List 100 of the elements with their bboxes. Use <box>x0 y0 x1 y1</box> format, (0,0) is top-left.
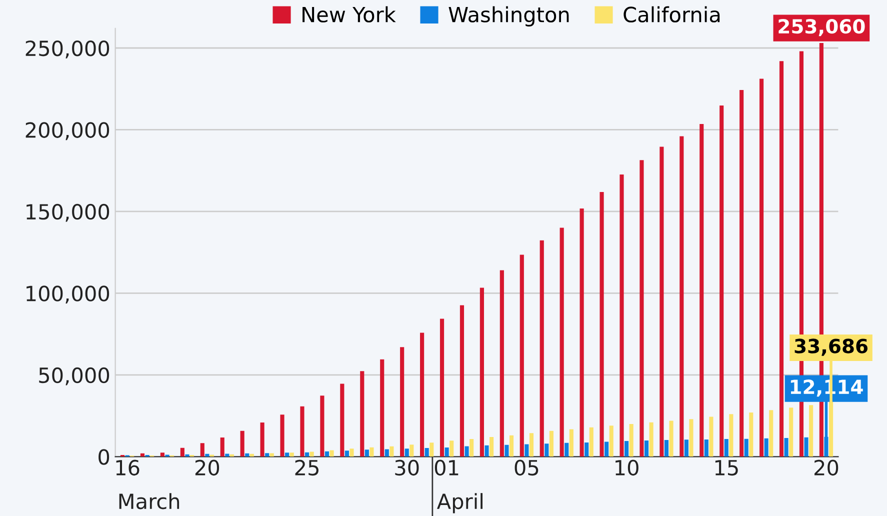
bar <box>744 438 748 457</box>
bar <box>580 208 584 457</box>
bar <box>300 406 304 457</box>
legend-label: New York <box>302 6 396 22</box>
bar <box>759 78 764 457</box>
x-tick-label: 25 <box>295 460 318 476</box>
bar <box>680 136 684 457</box>
bar <box>669 420 674 457</box>
bar <box>370 447 374 457</box>
bar <box>330 450 334 457</box>
bar <box>700 124 704 457</box>
bar <box>520 254 524 457</box>
bar <box>564 442 569 457</box>
x-tick-label: 20 <box>814 460 838 476</box>
bar <box>260 422 264 457</box>
bar <box>344 450 349 457</box>
bar <box>549 430 554 457</box>
bar <box>624 440 629 457</box>
x-tick-label: 20 <box>195 460 220 476</box>
bar <box>304 452 310 457</box>
bar <box>704 439 708 457</box>
bar <box>320 396 324 457</box>
bar <box>804 437 808 457</box>
bar <box>460 305 464 457</box>
y-tick-label: 0 <box>98 449 110 465</box>
bar <box>340 384 344 457</box>
x-tick-label: 10 <box>616 460 638 476</box>
bar <box>200 443 204 457</box>
x-tick-label: 05 <box>514 460 538 476</box>
bar <box>584 442 589 457</box>
bar <box>609 426 614 457</box>
bar <box>569 429 574 457</box>
bar <box>709 416 714 457</box>
x-tick-label: 30 <box>395 460 419 476</box>
x-tick-label: 01 <box>434 460 458 476</box>
bar <box>180 448 184 457</box>
bar <box>265 453 270 457</box>
bar <box>290 452 294 457</box>
bar <box>390 446 394 457</box>
x-tick-label: 16 <box>116 460 140 476</box>
bar <box>620 174 624 457</box>
bar <box>629 424 634 457</box>
bar <box>380 359 384 457</box>
bar <box>604 442 609 457</box>
bar <box>600 192 604 457</box>
bar <box>529 433 534 457</box>
bar <box>404 448 409 457</box>
bar <box>270 453 274 457</box>
text: March <box>119 493 180 510</box>
bar <box>285 452 290 457</box>
bar <box>464 446 469 457</box>
bar <box>660 146 664 457</box>
bar <box>720 106 724 457</box>
bar <box>544 444 549 457</box>
bar <box>350 448 354 457</box>
bar <box>649 422 654 457</box>
text: April <box>436 493 482 514</box>
bar <box>500 270 504 457</box>
bar <box>769 410 774 457</box>
bar <box>779 61 784 457</box>
bar <box>364 450 369 457</box>
bar <box>664 440 669 457</box>
bar <box>245 453 250 457</box>
bar <box>560 228 564 457</box>
bar <box>430 442 434 457</box>
bar <box>540 240 544 457</box>
bar <box>784 438 788 457</box>
legend-label: Washington <box>448 6 569 26</box>
bar <box>450 440 454 457</box>
bar <box>504 444 509 457</box>
bar <box>140 453 145 457</box>
bar <box>749 412 754 457</box>
bar <box>310 452 314 457</box>
bar <box>724 439 728 457</box>
data-label: 33,686 <box>794 338 868 356</box>
bar <box>384 449 389 457</box>
bar <box>470 439 474 457</box>
bar <box>400 347 404 457</box>
bar <box>160 452 164 457</box>
bar <box>360 371 364 457</box>
bar <box>689 419 694 457</box>
bar <box>684 440 688 457</box>
bar <box>225 454 230 457</box>
bar <box>764 438 768 457</box>
bar <box>420 332 424 457</box>
bar <box>524 444 529 457</box>
bar <box>440 318 444 457</box>
y-tick-label: 100,000 <box>26 286 110 304</box>
bar <box>480 288 484 457</box>
y-tick-label: 150,000 <box>26 204 110 222</box>
bar <box>509 435 514 457</box>
y-tick-label: 250,000 <box>26 40 110 58</box>
bar <box>324 451 330 457</box>
bar <box>410 444 414 457</box>
bar <box>240 430 244 457</box>
data-label: 253,060 <box>778 18 865 36</box>
bar <box>484 445 489 457</box>
legend-label: California <box>624 6 720 22</box>
bar <box>789 408 794 457</box>
bar <box>740 90 744 457</box>
